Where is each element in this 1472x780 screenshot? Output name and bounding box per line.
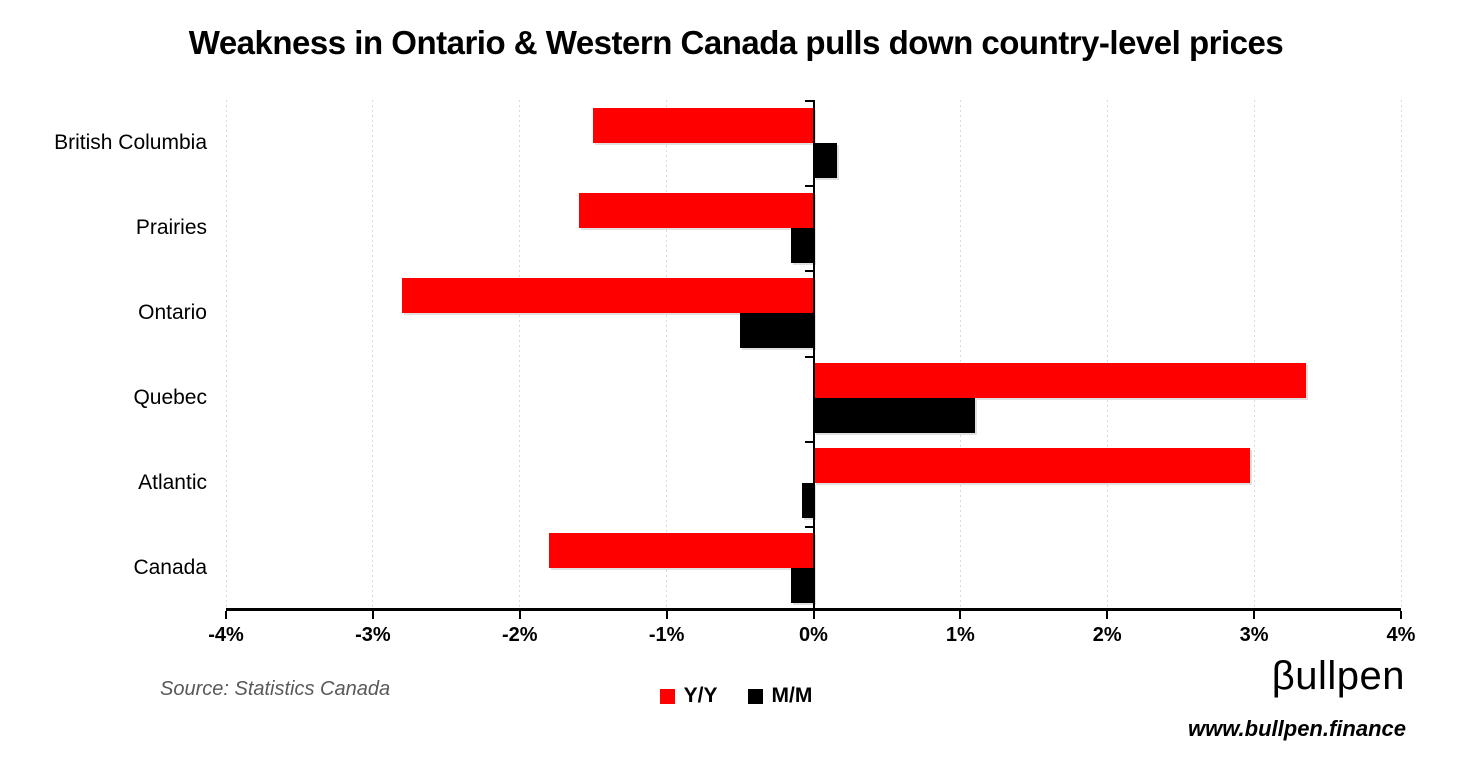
x-tick-label: 4% [1386,624,1416,646]
category-boundary-tick [804,355,814,358]
yy-bar-atlantic [813,448,1250,484]
category-label-atlantic: Atlantic [138,471,207,495]
legend: Y/Y M/M [0,684,1472,708]
category-boundary-tick [804,185,814,188]
category-label-ontario: Ontario [138,300,207,324]
gridline [666,100,668,608]
legend-item-mm: M/M [747,684,813,708]
mm-bar-atlantic [801,483,814,519]
legend-item-yy: Y/Y [659,684,718,708]
source-note: Source: Statistics Canada [160,678,391,700]
category-label-canada: Canada [133,556,207,580]
gridline [372,100,374,608]
gridline [1253,100,1255,608]
yy-bar-ontario [402,277,814,313]
gridline [959,100,961,608]
bullpen-logo: βullpen [1271,654,1405,698]
gridline [1400,100,1402,608]
category-boundary-tick [804,270,814,273]
x-tick-label: 2% [1092,624,1122,646]
x-axis-tick [225,611,227,619]
mm-bar-quebec [813,398,976,434]
mm-bar-british-columbia [813,142,837,178]
x-tick-label: -2% [501,624,538,646]
mm-bar-ontario [740,312,814,348]
x-axis-tick [371,611,374,619]
chart-title: Weakness in Ontario & Western Canada pul… [188,24,1284,61]
yy-legend-label: Y/Y [683,684,718,707]
yy-bar-prairies [578,192,814,228]
category-label-quebec: Quebec [133,386,207,410]
category-boundary-tick [804,440,814,443]
x-axis-tick [1106,611,1109,619]
mm-bar-canada [791,568,814,604]
x-tick-label: 3% [1239,624,1269,646]
x-axis-tick [518,611,521,619]
yy-legend-swatch [659,688,675,704]
yy-bar-british-columbia [593,107,814,143]
website-url: www.bullpen.finance [1188,716,1406,741]
gridline [519,100,521,608]
x-axis-tick [1400,611,1402,619]
category-label-british-columbia: British Columbia [54,130,207,154]
yy-bar-quebec [813,363,1306,399]
x-tick-label: 1% [945,624,975,646]
mm-legend-swatch [747,688,763,704]
x-tick-label: 0% [799,624,828,646]
x-axis-line [226,608,1401,611]
category-boundary-tick [804,525,814,528]
x-axis-tick [959,611,962,619]
mm-bar-prairies [791,227,814,263]
mm-legend-label: M/M [771,684,813,707]
plot-area: -4% -3% -2% -1% 0% 1% 2% 3% 4% [208,100,1415,646]
x-axis-tick [665,611,668,619]
gridline [225,100,227,608]
gridline [1106,100,1108,608]
x-tick-label: -3% [355,624,391,646]
category-boundary-tick [804,100,814,102]
x-axis-tick [1253,611,1256,619]
zero-baseline [812,100,815,611]
yy-bar-canada [549,533,814,569]
category-label-prairies: Prairies [135,215,207,239]
x-axis-tick [812,611,815,619]
x-tick-label: -4% [208,624,244,646]
x-tick-label: -1% [648,624,685,646]
category-axis-labels: British Columbia Prairies Ontario Quebec Atl… [0,100,207,611]
